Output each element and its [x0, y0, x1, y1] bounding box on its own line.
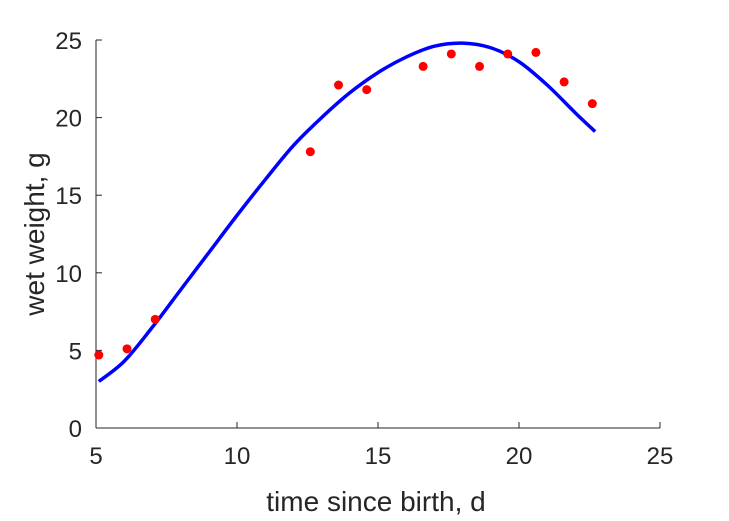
data-point: [94, 350, 104, 360]
y-tick-label: 10: [55, 261, 82, 288]
data-point: [418, 61, 428, 71]
x-axis-label: time since birth, d: [266, 486, 485, 517]
data-point: [587, 99, 597, 109]
y-tick-label: 15: [55, 183, 82, 210]
x-tick-label: 5: [89, 443, 102, 470]
x-tick-label: 20: [506, 443, 533, 470]
x-tick-label: 25: [647, 443, 674, 470]
plot-area: [94, 41, 597, 383]
data-point: [475, 61, 485, 71]
y-axis-label: wet weight, g: [19, 152, 50, 316]
data-point: [150, 314, 160, 324]
x-tick-label: 10: [224, 443, 251, 470]
data-point: [559, 77, 569, 87]
y-tick-label: 0: [69, 416, 82, 443]
fit-curve: [97, 41, 597, 383]
data-point: [334, 80, 344, 90]
axes: [95, 40, 660, 429]
y-tick-label: 20: [55, 106, 82, 133]
x-tick-label: 15: [365, 443, 392, 470]
y-tick-label: 25: [55, 28, 82, 55]
data-point: [362, 85, 372, 95]
y-tick-label: 5: [69, 338, 82, 365]
data-point: [122, 344, 132, 354]
data-point: [446, 49, 456, 59]
data-point: [305, 147, 315, 157]
data-point: [503, 49, 513, 59]
data-point: [531, 47, 541, 57]
